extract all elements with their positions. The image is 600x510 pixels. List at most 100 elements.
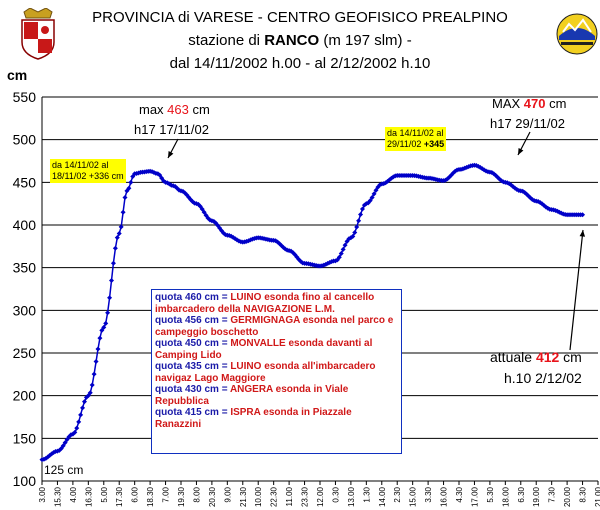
x-tick-label: 8.30 <box>579 486 588 502</box>
x-tick-label: 19.00 <box>532 486 541 507</box>
annotation-current-value: 412 <box>535 349 560 365</box>
x-tick-labels: 3.00 15.30 4.00 16.30 5.00 17.30 6.00 18.30 7.00… <box>38 486 600 507</box>
series-point <box>81 399 87 405</box>
series-point <box>97 335 103 341</box>
annotation-start-level: 125 cm <box>44 463 84 477</box>
series-point <box>114 235 120 241</box>
x-tick-label: 16.30 <box>84 486 93 507</box>
annotation-max2-unit: cm <box>545 96 567 111</box>
series-point <box>60 443 66 449</box>
series-point <box>80 405 86 411</box>
x-tick-label: 17.00 <box>470 486 479 507</box>
y-tick-label: 400 <box>13 217 37 233</box>
x-tick-label: 9.00 <box>223 486 232 502</box>
series-point <box>350 233 356 239</box>
y-tick-label: 150 <box>13 430 37 446</box>
annotation-max2-value: 470 <box>523 96 546 111</box>
series-point <box>359 206 365 212</box>
x-tick-label: 4.00 <box>69 486 78 502</box>
x-tick-label: 2.30 <box>393 486 402 502</box>
series-point <box>126 185 132 191</box>
x-tick-label: 10.00 <box>254 486 263 507</box>
y-tick-label: 100 <box>13 473 37 489</box>
x-tick-label: 18.30 <box>146 486 155 507</box>
y-tick-label: 450 <box>13 174 37 190</box>
legend-item: quota 430 cm = ANGERA esonda in Viale Re… <box>155 384 398 407</box>
x-tick-label: 21.00 <box>594 486 600 507</box>
annotation-max1-prefix: max <box>139 102 168 117</box>
series-point <box>580 212 586 218</box>
rise-box-2-line1: da 14/11/02 al <box>387 128 444 138</box>
x-tick-label: 6.00 <box>131 486 140 502</box>
x-tick-label: 14.00 <box>378 486 387 507</box>
series-point <box>103 320 109 326</box>
series-point <box>340 246 346 252</box>
annotation-current-unit: cm <box>559 349 582 365</box>
series-point <box>122 195 128 201</box>
flood-threshold-legend: quota 460 cm = LUINO esonda fino al canc… <box>151 289 402 454</box>
series-point <box>201 209 207 215</box>
legend-item: quota 456 cm = GERMIGNAGA esonda nel par… <box>155 315 398 338</box>
annotation-arrows <box>167 131 586 351</box>
x-tick-label: 17.30 <box>115 486 124 507</box>
axes <box>41 97 599 485</box>
x-tick-label: 13.00 <box>347 486 356 507</box>
series-point <box>112 245 118 251</box>
series-point <box>105 310 111 316</box>
x-tick-label: 15.30 <box>53 486 62 507</box>
series-point <box>373 187 379 193</box>
x-tick-label: 16.00 <box>440 486 449 507</box>
x-tick-label: 5.00 <box>100 486 109 502</box>
annotation-max2-prefix: MAX <box>492 96 524 111</box>
y-tick-label: 350 <box>13 260 37 276</box>
rise-box-1-line2: 18/11/02 +336 cm <box>52 171 124 181</box>
y-tick-label: 500 <box>13 132 37 148</box>
header-station-name: RANCO <box>264 32 320 49</box>
series-point <box>72 429 78 435</box>
series-point <box>367 198 373 204</box>
series-point <box>87 390 93 396</box>
arrow-max1-head <box>168 151 174 158</box>
rise-box-1-line1: da 14/11/02 al <box>52 160 109 170</box>
x-tick-label: 20.30 <box>208 486 217 507</box>
x-tick-label: 20.00 <box>563 486 572 507</box>
x-tick-label: 7.30 <box>548 486 557 502</box>
legend-item-text: ANGERA esonda in Viale Repubblica <box>155 384 349 407</box>
series-point <box>116 231 122 237</box>
y-tick-label: 250 <box>13 345 37 361</box>
y-tick-label: 200 <box>13 388 37 404</box>
x-tick-label: 8.00 <box>192 486 201 502</box>
x-tick-label: 1.30 <box>362 486 371 502</box>
series-point <box>107 295 113 301</box>
series-point <box>110 260 116 266</box>
annotation-current: attuale 412 cm <box>490 349 582 365</box>
series-point <box>89 382 95 388</box>
legend-item: quota 415 cm = ISPRA esonda in Piazzale … <box>155 407 398 430</box>
series-point <box>356 218 362 224</box>
series-point <box>128 179 134 185</box>
series-point <box>93 359 99 365</box>
legend-item-quota: quota 435 cm = <box>155 361 231 372</box>
x-tick-label: 18.00 <box>501 486 510 507</box>
x-tick-label: 4.30 <box>455 486 464 502</box>
annotation-max2-time: h17 29/11/02 <box>490 116 565 131</box>
annotation-max1-unit: cm <box>188 102 210 117</box>
geophysics-centre-logo <box>555 10 599 60</box>
series-point <box>95 346 101 352</box>
annotation-max1-time: h17 17/11/02 <box>134 122 209 137</box>
series-point <box>358 211 364 217</box>
series-point <box>120 209 126 215</box>
legend-item: quota 450 cm = MONVALLE esonda davanti a… <box>155 338 398 361</box>
header-station-prefix: stazione di <box>188 32 265 49</box>
x-tick-label: 21.30 <box>239 486 248 507</box>
legend-item-text: ISPRA esonda in Piazzale Ranazzini <box>155 407 352 430</box>
annotation-max1: max 463 cm <box>139 102 210 117</box>
legend-item-quota: quota 415 cm = <box>155 407 231 418</box>
y-tick-label: 300 <box>13 302 37 318</box>
legend-item-text: GERMIGNAGA esonda nel parco e campeggio … <box>155 315 394 338</box>
series-level <box>39 162 586 463</box>
y-tick-label: 550 <box>13 89 37 105</box>
series-point <box>101 324 107 330</box>
x-tick-label: 23.30 <box>301 486 310 507</box>
series-point <box>78 412 84 418</box>
